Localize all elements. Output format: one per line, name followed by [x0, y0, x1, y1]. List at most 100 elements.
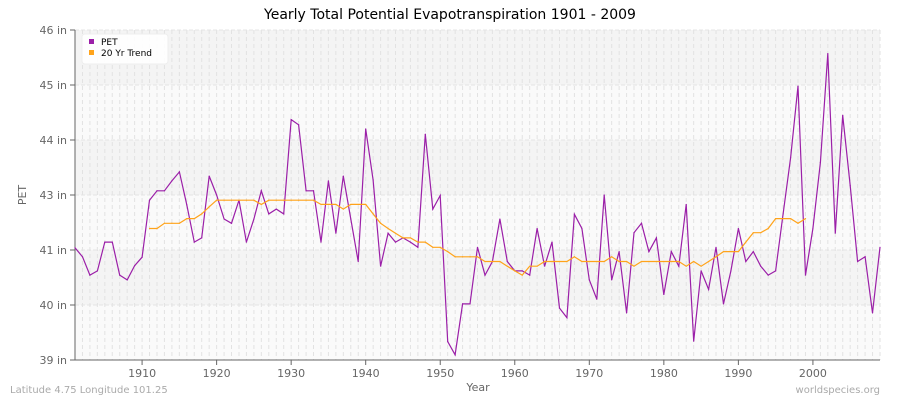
pet-point	[655, 237, 657, 239]
pet-point	[350, 218, 352, 220]
pet-point	[730, 270, 732, 272]
pet-point	[499, 218, 501, 220]
trend-point	[201, 213, 203, 215]
trend-point	[275, 199, 277, 201]
pet-point	[148, 199, 151, 201]
trend-point	[715, 256, 717, 258]
trend-point	[380, 222, 382, 224]
pet-point	[529, 274, 531, 276]
trend-point	[454, 256, 456, 258]
x-tick-label: 1940	[352, 367, 380, 380]
pet-point	[789, 157, 792, 159]
trend-point	[156, 227, 158, 230]
trend-point	[148, 227, 151, 230]
pet-point	[663, 293, 665, 296]
pet-point	[357, 260, 359, 263]
legend-label-trend: 20 Yr Trend	[101, 49, 152, 59]
pet-point	[469, 303, 471, 305]
pet-point	[588, 279, 590, 281]
trend-point	[365, 203, 367, 206]
pet-point	[752, 250, 754, 253]
pet-point	[186, 204, 188, 206]
pet-point	[461, 303, 464, 305]
trend-point	[700, 265, 702, 267]
pet-point	[611, 279, 613, 281]
x-tick-label: 1930	[277, 367, 305, 380]
trend-point	[737, 250, 739, 253]
pet-point	[685, 203, 687, 206]
trend-point	[283, 199, 285, 201]
trend-point	[461, 256, 464, 258]
y-tick-label: 45 in	[39, 79, 67, 92]
y-tick-label: 46 in	[39, 24, 67, 37]
trend-point	[350, 203, 352, 206]
pet-point	[722, 303, 725, 305]
pet-point	[603, 194, 605, 196]
trend-point	[543, 260, 546, 263]
pet-point	[737, 227, 739, 230]
pet-point	[223, 218, 225, 220]
trend-point	[581, 260, 583, 263]
pet-point	[178, 171, 180, 173]
pet-point	[834, 232, 836, 234]
trend-point	[335, 203, 337, 206]
pet-point	[640, 222, 643, 224]
pet-point	[670, 250, 672, 253]
trend-point	[230, 199, 233, 201]
pet-point	[268, 213, 270, 215]
trend-point	[439, 246, 441, 248]
x-tick-label: 1960	[501, 367, 529, 380]
pet-point	[305, 190, 307, 192]
trend-point	[268, 199, 270, 201]
pet-point	[558, 307, 561, 309]
trend-point	[573, 256, 575, 258]
trend-point	[655, 260, 657, 263]
pet-point	[700, 270, 702, 272]
pet-point	[260, 190, 262, 192]
x-tick-label: 1980	[650, 367, 678, 380]
trend-point	[216, 199, 218, 201]
pet-point	[298, 124, 300, 126]
trend-point	[648, 260, 650, 263]
trend-point	[186, 217, 188, 220]
pet-point	[596, 298, 598, 300]
trend-point	[298, 199, 300, 201]
pet-point	[775, 270, 777, 272]
trend-point	[402, 237, 404, 239]
pet-point	[283, 213, 285, 215]
pet-point	[417, 246, 419, 248]
trend-point	[685, 265, 687, 267]
trend-point	[506, 265, 508, 267]
chart-title: Yearly Total Potential Evapotranspiratio…	[264, 7, 636, 23]
pet-point	[812, 227, 814, 230]
trend-point	[521, 274, 523, 276]
pet-point	[767, 274, 769, 276]
pet-point	[827, 52, 829, 55]
pet-point	[134, 265, 136, 267]
x-tick-label: 1990	[724, 367, 752, 380]
pet-point	[454, 354, 456, 356]
y-tick-label: 39 in	[39, 354, 67, 367]
trend-point	[603, 260, 605, 263]
pet-point	[857, 260, 859, 263]
pet-point	[439, 194, 441, 197]
pet-point	[432, 208, 434, 210]
trend-point	[782, 217, 784, 220]
pet-point	[760, 265, 762, 267]
trend-point	[760, 232, 762, 234]
pet-point	[715, 246, 717, 248]
pet-point	[424, 133, 426, 135]
pet-point	[208, 175, 210, 177]
trend-point	[432, 246, 434, 248]
pet-point	[447, 341, 449, 343]
x-tick-label: 1920	[203, 367, 231, 380]
legend-swatch-trend	[89, 50, 94, 55]
trend-point	[804, 217, 807, 220]
pet-point	[290, 118, 292, 121]
pet-point	[111, 241, 113, 243]
pet-point	[409, 241, 412, 243]
pet-point	[842, 114, 844, 116]
trend-point	[312, 199, 315, 201]
pet-point	[693, 340, 695, 342]
